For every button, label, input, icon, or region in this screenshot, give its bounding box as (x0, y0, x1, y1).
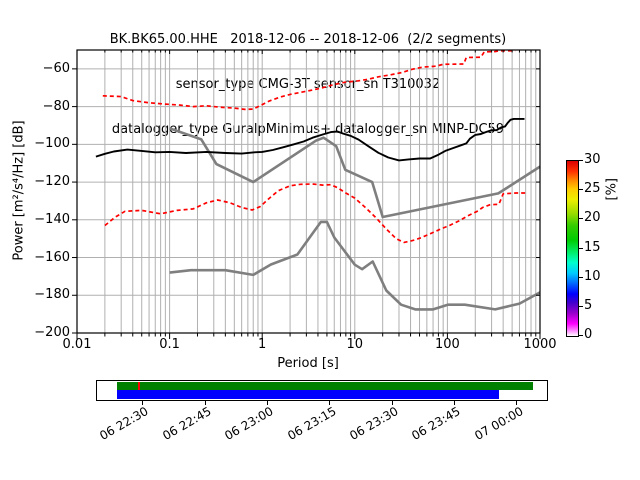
colorbar-tick (579, 218, 583, 220)
data-extent-segment-blue (117, 390, 499, 399)
x-tick-label: 0.1 (159, 337, 180, 352)
colorbar-unit-label: [%] (604, 178, 620, 201)
colorbar-tick (579, 189, 583, 191)
y-axis-label: Power [m²/s⁴/Hz] [dB] (11, 120, 27, 261)
x-tick-label: 100 (434, 337, 460, 352)
time-tick (267, 401, 268, 405)
time-tick (329, 401, 331, 405)
colorbar-tick-label: 5 (584, 297, 593, 313)
y-tick-label: −100 (34, 136, 70, 152)
colorbar-tick-label: 20 (584, 210, 601, 226)
x-tick-label: 0.01 (62, 337, 92, 352)
x-tick-label: 10 (346, 337, 364, 352)
colorbar-tick (579, 305, 583, 307)
y-tick-label: −160 (34, 249, 70, 265)
time-tick (204, 401, 206, 405)
time-tick (142, 401, 143, 405)
x-axis-label: Period [s] (277, 356, 339, 371)
colorbar-tick-label: 10 (584, 268, 601, 284)
y-tick-label: −60 (42, 60, 70, 76)
time-coverage-bar (96, 380, 548, 401)
y-tick-label: −200 (34, 325, 70, 340)
y-tick-label: −120 (34, 174, 70, 190)
colorbar-tick-label: 15 (584, 239, 601, 255)
colorbar-tick (579, 160, 583, 161)
gap-marker-red (138, 382, 140, 390)
colorbar-tick (579, 335, 583, 336)
time-tick (454, 401, 455, 405)
y-tick-label: −80 (42, 98, 70, 114)
y-tick-label: −180 (34, 287, 70, 303)
x-tick-label: 1000 (523, 337, 557, 352)
coverage-segment-green (117, 382, 533, 390)
y-tick-label: −140 (34, 211, 70, 227)
colorbar-tick-label: 30 (584, 152, 601, 167)
time-tick (391, 401, 393, 405)
colorbar-tick-label: 25 (584, 181, 601, 197)
title-line-1: BK.BK65.00.HHE 2018-12-06 -- 2018-12-06 … (109, 32, 507, 47)
x-tick-label: 1 (258, 337, 267, 352)
colorbar-tick (579, 247, 583, 249)
colorbar-tick-label: 0 (584, 327, 593, 342)
colorbar-tick (579, 276, 583, 278)
time-tick (516, 401, 518, 405)
colorbar (566, 160, 579, 337)
